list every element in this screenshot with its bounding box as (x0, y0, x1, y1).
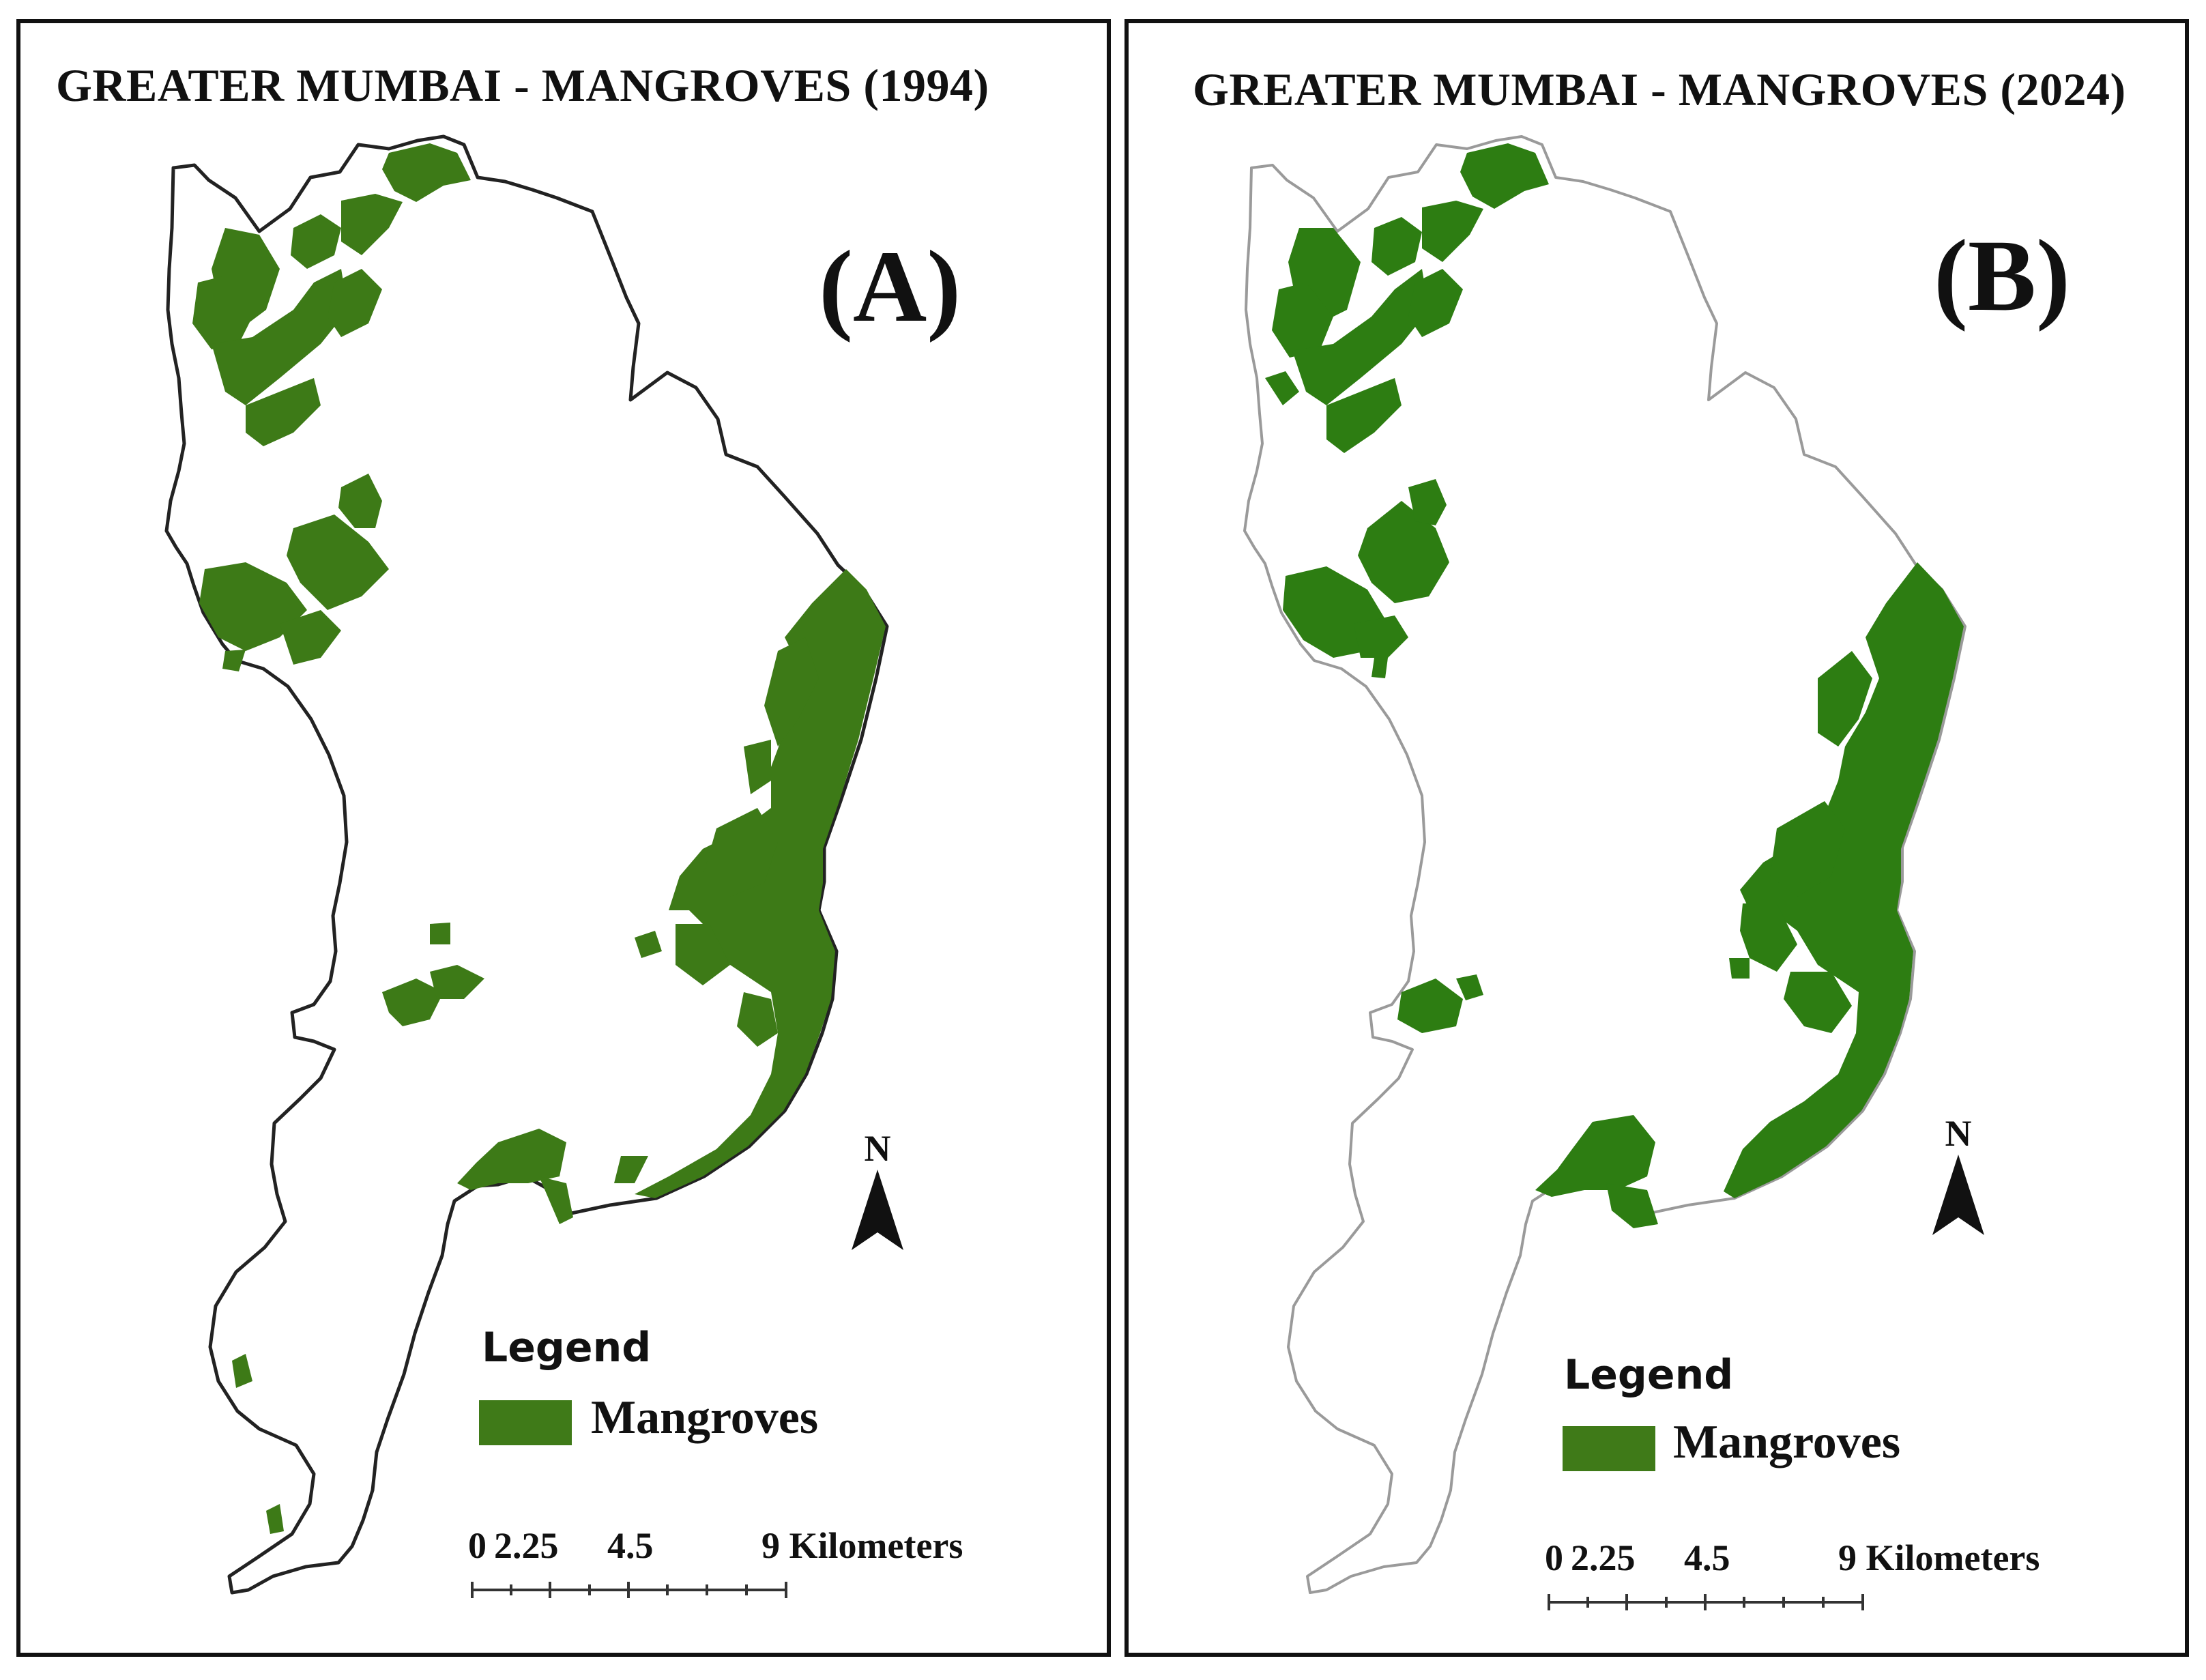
legend-label-mangroves: Mangroves (591, 1391, 819, 1444)
map-title: GREATER MUMBAI - MANGROVES (2024) (1193, 63, 2126, 115)
north-arrow-icon (1932, 1155, 1984, 1235)
scale-label-0: 0 (1545, 1537, 1563, 1578)
map-panel-1994: GREATER MUMBAI - MANGROVES (1994) (A) (16, 19, 1111, 1657)
scale-label-2-25: 2.25 (494, 1525, 559, 1566)
mumbai-map (164, 134, 889, 1595)
map-panel-2024: GREATER MUMBAI - MANGROVES (2024) (B) (1124, 19, 2189, 1657)
legend-title: Legend (482, 1324, 652, 1372)
north-label: N (1945, 1113, 1972, 1154)
map-title: GREATER MUMBAI - MANGROVES (1994) (56, 59, 989, 111)
legend-title: Legend (1564, 1351, 1734, 1399)
panel-label: (A) (819, 230, 961, 343)
scale-bar: 0 2.25 4.5 9 Kilometers (468, 1524, 963, 1599)
scale-label-9-km: 9 Kilometers (1838, 1537, 2040, 1578)
scale-label-4-5: 4.5 (607, 1525, 654, 1566)
north-label: N (864, 1128, 891, 1169)
mangrove-patches (192, 143, 886, 1534)
mumbai-map (1243, 135, 1966, 1594)
scale-bar-graphic (471, 1582, 787, 1598)
legend-label-mangroves: Mangroves (1673, 1416, 1901, 1468)
scale-bar-graphic (1548, 1594, 1864, 1610)
legend-swatch-mangroves (479, 1400, 572, 1445)
scale-label-9-km: 9 Kilometers (761, 1525, 963, 1566)
scale-label-4-5: 4.5 (1684, 1537, 1730, 1578)
scale-label-0: 0 (468, 1525, 487, 1566)
north-arrow: N (1917, 1112, 1999, 1240)
mangrove-patches (1265, 143, 1964, 1228)
legend-swatch-mangroves (1563, 1426, 1655, 1471)
scale-bar: 0 2.25 4.5 9 Kilometers (1545, 1537, 2040, 1612)
north-arrow-icon (852, 1170, 903, 1250)
north-arrow: N (837, 1127, 918, 1255)
scale-label-2-25: 2.25 (1571, 1537, 1636, 1578)
panel-label: (B) (1934, 219, 2070, 332)
